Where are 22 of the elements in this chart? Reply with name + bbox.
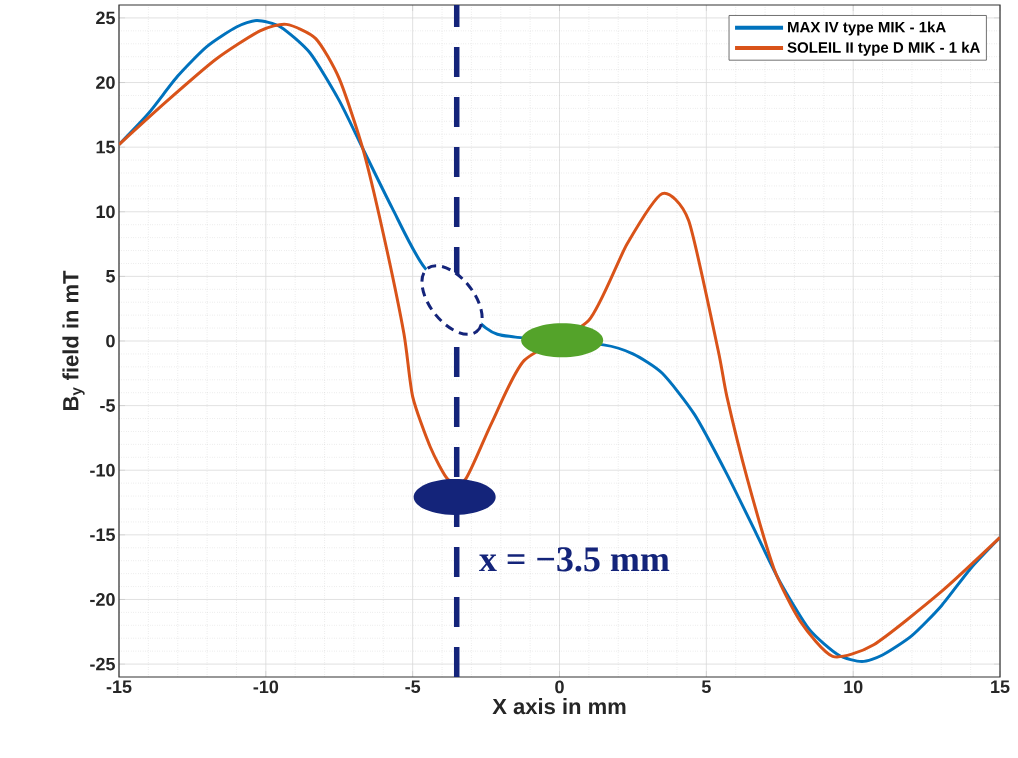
y-tick-label: 0 <box>106 334 115 348</box>
y-tick-label: -25 <box>90 657 115 671</box>
legend-label: SOLEIL II type D MIK - 1 kA <box>787 41 980 56</box>
y-tick-label: 20 <box>96 76 115 89</box>
ref-line-label: x = −3.5 mm <box>479 547 670 572</box>
x-axis-title: X axis in mm <box>492 698 626 715</box>
y-tick-label: 25 <box>96 11 115 25</box>
y-tick-label: -15 <box>90 528 115 542</box>
y-tick-label: 10 <box>96 205 115 219</box>
y-tick-label: 15 <box>96 140 115 154</box>
y-tick-label: -5 <box>100 399 115 412</box>
y-tick-label: 5 <box>106 270 115 283</box>
x-tick-label: 0 <box>555 680 564 694</box>
x-tick-label: 10 <box>844 680 863 694</box>
x-tick-label: -10 <box>253 680 279 694</box>
y-axis-title: B$_{y}$ field in mT <box>62 270 85 411</box>
y-tick-label: -10 <box>90 463 115 477</box>
y-tick-label: -20 <box>90 593 115 606</box>
x-tick-label: 5 <box>701 680 711 694</box>
legend-label: MAX IV type MIK - 1kA <box>788 21 946 36</box>
x-tick-label: 15 <box>991 680 1010 694</box>
x-tick-label: -5 <box>405 680 421 694</box>
